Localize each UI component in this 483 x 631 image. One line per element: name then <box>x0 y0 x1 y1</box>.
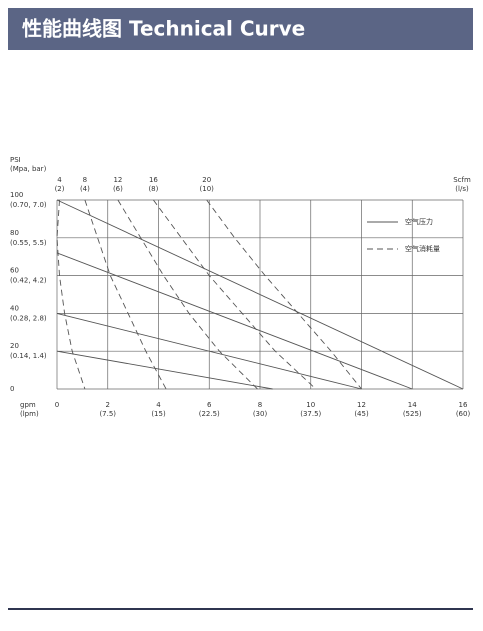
header-bar <box>8 8 473 50</box>
x-tick-sublabel: (22.5) <box>199 410 220 418</box>
page-title: 性能曲线图 Technical Curve <box>22 17 305 41</box>
air-pressure-line <box>56 312 362 390</box>
top-axis-label: 4 <box>57 176 62 184</box>
x-tick-sublabel: (15) <box>151 410 166 418</box>
top-axis-sublabel: (2) <box>55 185 65 193</box>
air-consumption-curve <box>56 199 86 390</box>
top-axis-label: 8 <box>83 176 87 184</box>
air-consumption-curve <box>117 199 258 390</box>
x-tick-sublabel: (60) <box>456 410 471 418</box>
top-axis-label: 12 <box>113 176 122 184</box>
x-tick-label: 12 <box>357 401 366 409</box>
top-axis-label: 16 <box>149 176 158 184</box>
air-consumption-curve <box>153 199 317 390</box>
x-tick-label: 14 <box>408 401 417 409</box>
x-axis-label-sub: (lpm) <box>20 410 39 418</box>
air-pressure-line <box>56 199 464 390</box>
y-axis-label: PSI <box>10 156 21 164</box>
air-pressure-line <box>56 252 413 390</box>
top-axis-label-sub: (l/s) <box>455 185 469 193</box>
y-tick-sublabel: (0.70, 7.0) <box>10 201 47 209</box>
x-tick-label: 10 <box>306 401 315 409</box>
top-axis-sublabel: (10) <box>200 185 215 193</box>
x-tick-sublabel: (30) <box>253 410 268 418</box>
y-tick-sublabel: (0.14, 1.4) <box>10 352 47 360</box>
top-axis-label: Scfm <box>453 176 471 184</box>
air-consumption-curve <box>84 199 167 390</box>
x-tick-sublabel: (7.5) <box>99 410 116 418</box>
top-axis-sublabel: (4) <box>80 185 90 193</box>
y-tick-label: 60 <box>10 267 19 275</box>
x-tick-label: 8 <box>258 401 262 409</box>
top-axis-label: 20 <box>202 176 211 184</box>
x-tick-label: 6 <box>207 401 212 409</box>
x-tick-label: 16 <box>459 401 468 409</box>
y-tick-label: 0 <box>10 385 14 393</box>
x-axis-label: gpm <box>20 401 36 409</box>
air-consumption-curve <box>206 199 362 390</box>
y-tick-sublabel: (0.28, 2.8) <box>10 314 47 322</box>
legend-label: 空气压力 <box>405 217 433 226</box>
x-tick-sublabel: (37.5) <box>300 410 321 418</box>
top-axis-sublabel: (6) <box>113 185 123 193</box>
x-tick-sublabel: (525) <box>403 410 422 418</box>
y-tick-sublabel: (0.55, 5.5) <box>10 239 47 247</box>
air-pressure-line <box>56 350 273 390</box>
y-tick-label: 20 <box>10 342 19 350</box>
y-tick-sublabel: (0.42, 4.2) <box>10 277 47 285</box>
y-axis-label-sub: (Mpa, bar) <box>10 165 47 173</box>
x-tick-sublabel: (45) <box>354 410 369 418</box>
top-axis-sublabel: (8) <box>148 185 158 193</box>
y-tick-label: 80 <box>10 229 19 237</box>
legend-label: 空气消耗量 <box>405 244 440 253</box>
y-tick-label: 40 <box>10 304 19 312</box>
y-tick-label: 100 <box>10 191 23 199</box>
x-tick-label: 0 <box>55 401 59 409</box>
x-tick-label: 4 <box>156 401 161 409</box>
x-tick-label: 2 <box>106 401 110 409</box>
